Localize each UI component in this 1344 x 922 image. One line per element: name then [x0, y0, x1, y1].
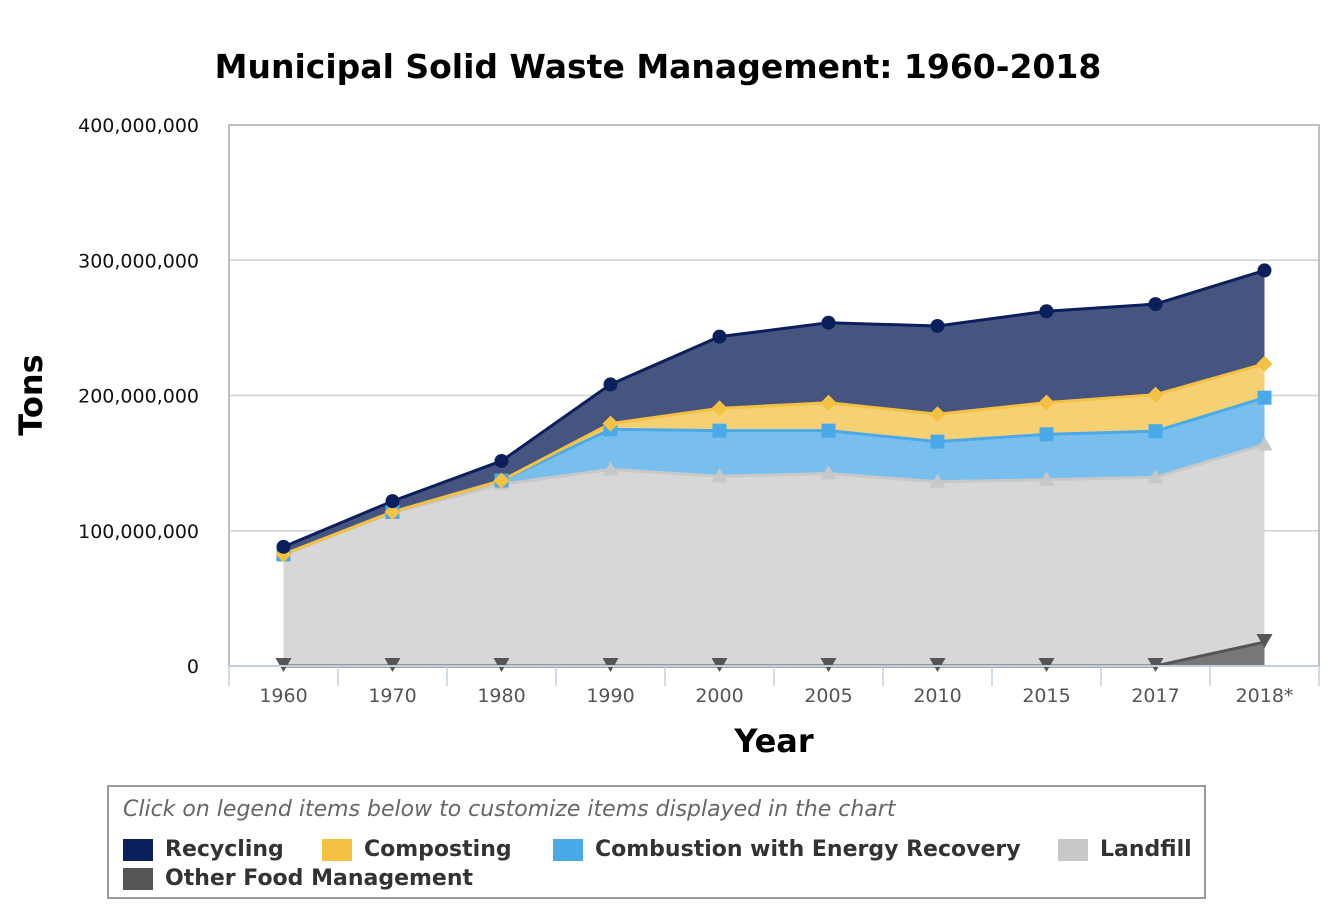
marker-recycling	[821, 315, 836, 330]
legend-swatch-landfill	[1058, 838, 1088, 861]
x-axis: 1960 1970 1980 1990 2000 2005 2010 2015 2017 2018…	[228, 665, 1320, 707]
marker-composting	[820, 394, 837, 411]
y-tick-label: 0	[187, 656, 199, 678]
chart: Municipal Solid Waste Management: 1960-2…	[12, 47, 1320, 760]
legend-item-other-food-management[interactable]: Other Food Management	[123, 866, 473, 891]
x-tick-label: 1960	[259, 685, 307, 707]
y-tick-label: 100,000,000	[78, 521, 199, 543]
x-tick-label: 2017	[1131, 685, 1179, 707]
marker-recycling	[1039, 304, 1054, 319]
x-tick-label: 2005	[804, 685, 852, 707]
chart-title: Municipal Solid Waste Management: 1960-2…	[215, 47, 1102, 86]
y-tick-label: 400,000,000	[78, 115, 199, 137]
x-tick-label: 1980	[477, 685, 525, 707]
marker-landfill	[929, 473, 946, 488]
x-tick-label: 2000	[695, 685, 743, 707]
marker-recycling	[603, 377, 618, 392]
line-composting	[282, 362, 1265, 556]
marker-recycling	[494, 453, 509, 468]
marker-combustion-with-energy-recovery	[1148, 424, 1163, 439]
legend-swatch-recycling	[123, 838, 153, 861]
marker-combustion-with-energy-recovery	[1039, 427, 1054, 442]
marker-composting	[1256, 355, 1273, 372]
legend: Click on legend items below to customize…	[107, 785, 1206, 899]
x-axis-title: Year	[733, 722, 814, 760]
legend-label: Other Food Management	[165, 866, 474, 891]
legend-swatch-other-food-management	[123, 867, 153, 890]
marker-landfill	[711, 468, 728, 483]
area-landfill	[283, 444, 1265, 666]
marker-combustion-with-energy-recovery	[712, 423, 727, 438]
legend-swatch-composting	[322, 838, 352, 861]
marker-composting	[929, 406, 946, 423]
marker-recycling	[930, 318, 945, 333]
marker-landfill	[1256, 436, 1273, 451]
legend-item-composting[interactable]: Composting	[322, 837, 512, 862]
series-lines	[282, 268, 1265, 668]
marker-recycling	[712, 329, 727, 344]
line-recycling	[282, 268, 1265, 549]
legend-item-combustion[interactable]: Combustion with Energy Recovery	[553, 837, 1021, 862]
y-tick-label: 200,000,000	[78, 386, 199, 408]
legend-label: Landfill	[1100, 837, 1192, 862]
marker-landfill	[1147, 469, 1164, 484]
legend-label: Recycling	[165, 837, 284, 862]
marker-landfill	[820, 465, 837, 480]
marker-combustion-with-energy-recovery	[930, 434, 945, 449]
marker-composting	[711, 400, 728, 417]
marker-composting	[493, 472, 510, 489]
marker-landfill	[602, 461, 619, 476]
y-axis: 0 100,000,000 200,000,000 300,000,000 400,00…	[78, 115, 199, 678]
legend-item-landfill[interactable]: Landfill	[1058, 837, 1192, 862]
x-tick-label: 1970	[368, 685, 416, 707]
x-tick-label: 2018*	[1236, 685, 1294, 707]
legend-swatch-combustion	[553, 838, 583, 861]
x-tick-label: 2015	[1022, 685, 1070, 707]
legend-label: Composting	[364, 837, 512, 862]
marker-recycling	[276, 539, 291, 554]
legend-hint: Click on legend items below to customize…	[123, 797, 896, 822]
line-landfill	[282, 443, 1265, 556]
x-tick-label: 1990	[586, 685, 634, 707]
y-tick-label: 300,000,000	[78, 250, 199, 272]
marker-recycling	[1257, 263, 1272, 278]
x-tick-label: 2010	[913, 685, 961, 707]
marker-combustion-with-energy-recovery	[1257, 390, 1272, 405]
marker-composting	[1038, 394, 1055, 411]
legend-label: Combustion with Energy Recovery	[595, 837, 1021, 862]
marker-composting	[602, 415, 619, 432]
marker-composting	[384, 503, 401, 520]
marker-combustion-with-energy-recovery	[821, 423, 836, 438]
marker-landfill	[1038, 471, 1055, 486]
marker-other-food-management	[1256, 634, 1273, 649]
marker-recycling	[1148, 297, 1163, 312]
y-axis-title: Tons	[12, 354, 50, 435]
area-recycling	[283, 270, 1265, 555]
legend-item-recycling[interactable]: Recycling	[123, 837, 284, 862]
marker-composting	[1147, 386, 1164, 403]
marker-recycling	[385, 494, 400, 509]
area-composting	[283, 363, 1265, 555]
